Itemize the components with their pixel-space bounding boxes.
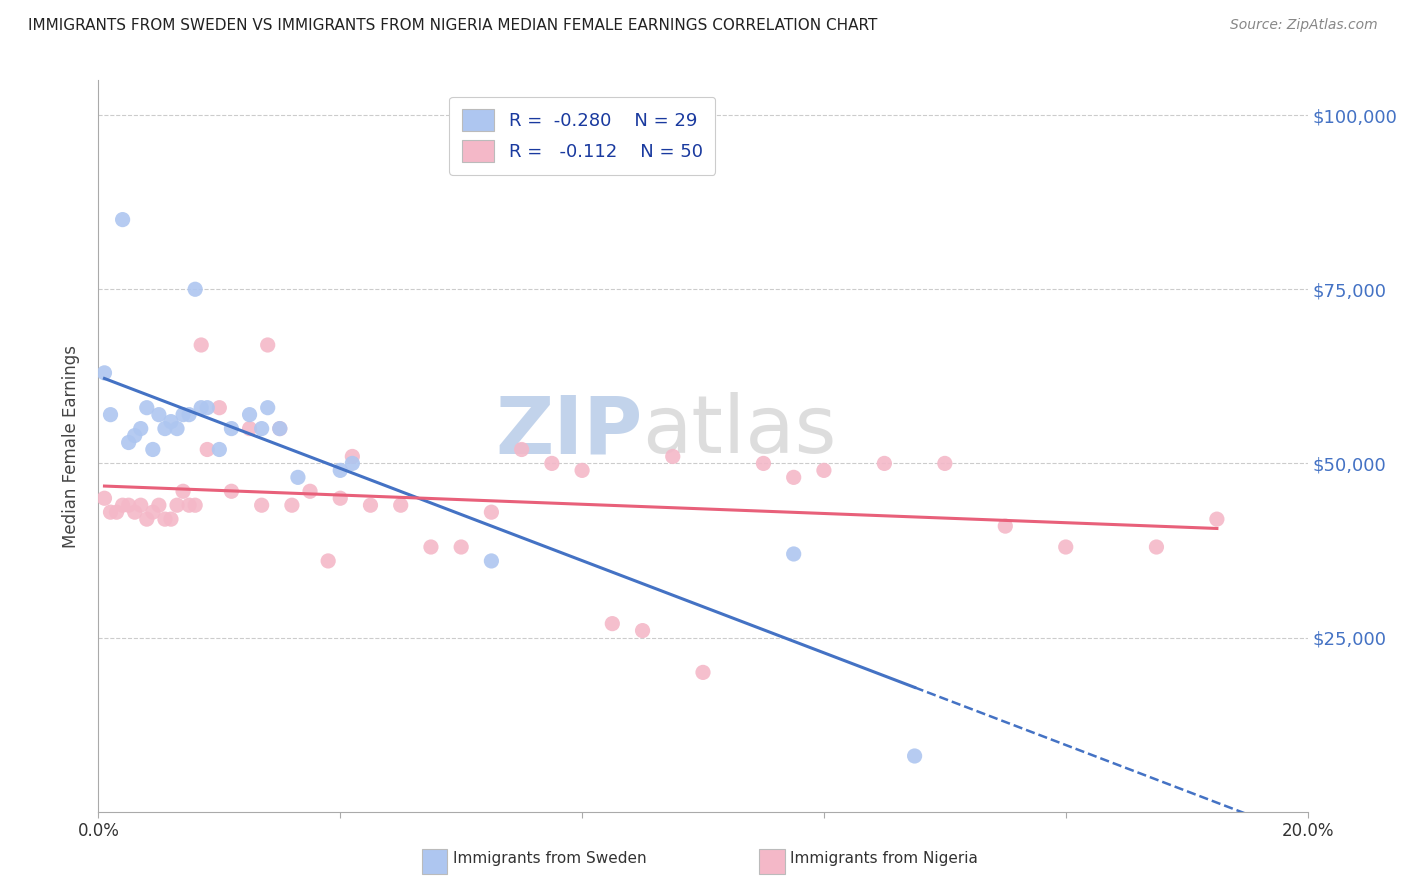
Point [166, 498, 188, 512]
Point [269, 421, 291, 435]
Point [269, 421, 291, 435]
Point [250, 498, 273, 512]
Point [93, 366, 115, 380]
Point [813, 463, 835, 477]
Point [481, 505, 503, 519]
Point [783, 470, 806, 484]
Point [481, 554, 503, 568]
Point [1054, 540, 1077, 554]
Point [287, 470, 309, 484]
Point [420, 540, 443, 554]
Point [148, 498, 170, 512]
Text: Immigrants from Sweden: Immigrants from Sweden [453, 851, 647, 865]
Point [692, 665, 714, 680]
Point [540, 457, 562, 471]
Point [166, 421, 188, 435]
Point [118, 435, 141, 450]
Point [602, 616, 624, 631]
Point [239, 421, 262, 435]
Point [342, 457, 364, 471]
Text: ZIP: ZIP [495, 392, 643, 470]
Point [142, 442, 165, 457]
Point [195, 401, 218, 415]
Point [160, 512, 183, 526]
Point [129, 498, 152, 512]
Point [153, 512, 176, 526]
Point [994, 519, 1017, 533]
Point [360, 498, 382, 512]
Point [208, 401, 231, 415]
Text: atlas: atlas [643, 392, 837, 470]
Point [100, 505, 122, 519]
Legend: R =  -0.280    N = 29, R =   -0.112    N = 50: R = -0.280 N = 29, R = -0.112 N = 50 [449, 96, 716, 175]
Point [135, 512, 157, 526]
Point [190, 338, 212, 352]
Point [389, 498, 412, 512]
Point [299, 484, 322, 499]
Point [195, 442, 218, 457]
Point [111, 498, 134, 512]
Point [873, 457, 896, 471]
Y-axis label: Median Female Earnings: Median Female Earnings [62, 344, 80, 548]
Point [571, 463, 593, 477]
Text: Source: ZipAtlas.com: Source: ZipAtlas.com [1230, 18, 1378, 32]
Point [100, 408, 122, 422]
Point [208, 442, 231, 457]
Point [221, 484, 243, 499]
Point [93, 491, 115, 506]
Point [934, 457, 956, 471]
Point [450, 540, 472, 554]
Point [160, 415, 183, 429]
Point [184, 282, 207, 296]
Point [329, 463, 352, 477]
Point [221, 421, 243, 435]
Point [250, 421, 273, 435]
Point [316, 554, 339, 568]
Point [783, 547, 806, 561]
Point [904, 749, 927, 764]
Point [239, 408, 262, 422]
Text: IMMIGRANTS FROM SWEDEN VS IMMIGRANTS FROM NIGERIA MEDIAN FEMALE EARNINGS CORRELA: IMMIGRANTS FROM SWEDEN VS IMMIGRANTS FRO… [28, 18, 877, 33]
Point [631, 624, 654, 638]
Point [661, 450, 683, 464]
Point [329, 491, 352, 506]
Point [172, 484, 194, 499]
Point [1144, 540, 1167, 554]
Point [124, 428, 146, 442]
Point [256, 338, 278, 352]
Point [148, 408, 170, 422]
Point [118, 498, 141, 512]
Point [752, 457, 775, 471]
Point [190, 401, 212, 415]
Point [510, 442, 533, 457]
Point [184, 498, 207, 512]
Point [179, 408, 201, 422]
Point [135, 401, 157, 415]
Point [281, 498, 304, 512]
Point [124, 505, 146, 519]
Point [1206, 512, 1229, 526]
Point [179, 498, 201, 512]
Point [105, 505, 128, 519]
Point [153, 421, 176, 435]
Point [129, 421, 152, 435]
Point [111, 212, 134, 227]
Point [342, 450, 364, 464]
Point [142, 505, 165, 519]
Point [256, 401, 278, 415]
Point [172, 408, 194, 422]
Text: Immigrants from Nigeria: Immigrants from Nigeria [790, 851, 979, 865]
